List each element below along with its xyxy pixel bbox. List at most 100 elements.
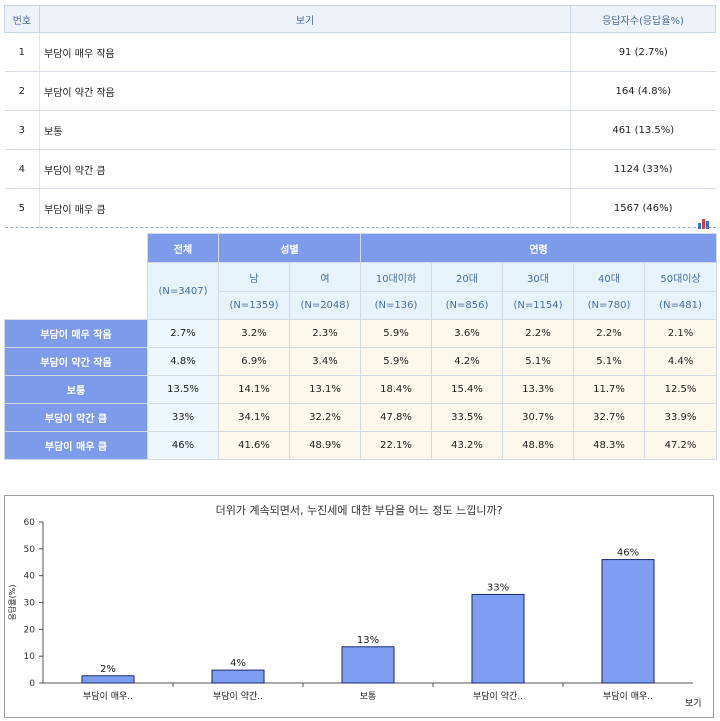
value-cell: 32.7% (573, 403, 645, 432)
column-n: (N=856) (431, 291, 503, 320)
answer-row: 4 부담이 약간 큼 1124 (33%) (4, 149, 716, 189)
value-cell: 22.1% (360, 431, 432, 460)
x-axis-label: 보기 (685, 698, 702, 709)
value-cell: 13.1% (289, 375, 361, 404)
data-label: 13% (357, 635, 379, 646)
value-cell: 47.2% (643, 431, 718, 460)
column-n: (N=780) (573, 291, 645, 320)
answer-table: 번호 보기 응답자수(응답율%) 1 부담이 매우 작음 91 (2.7%) 2 부담이… (4, 5, 716, 228)
value-cell: 2.2% (573, 319, 645, 348)
bar (81, 675, 135, 684)
column-header: 여 (289, 262, 361, 292)
total-cell: 4.8% (147, 347, 219, 376)
value-cell: 33.5% (431, 403, 503, 432)
data-label: 46% (617, 548, 639, 559)
row-label: 부담이 매우 작음 (4, 319, 148, 348)
y-tick-label: 0 (29, 679, 35, 689)
value-cell: 34.1% (218, 403, 290, 432)
column-header: 40대 (573, 262, 645, 292)
column-n: (N=1359) (218, 291, 290, 320)
value-cell: 2.3% (289, 319, 361, 348)
y-tick-label: 30 (24, 599, 36, 609)
crosstab-row: 부담이 매우 큼 46% 41.6% 48.9% 22.1% 43.2% 48.8% 48.3… (4, 431, 718, 460)
value-cell: 41.6% (218, 431, 290, 460)
group-header-gender: 성별 (218, 233, 361, 263)
answer-option: 보통 (39, 110, 571, 150)
value-cell: 2.2% (502, 319, 574, 348)
chart-title: 더위가 계속되면서, 누진세에 대한 부담을 어느 정도 느낍니까? (215, 504, 503, 517)
value-cell: 18.4% (360, 375, 432, 404)
column-header: 10대이하 (360, 262, 432, 292)
chart-panel: 더위가 계속되면서, 누진세에 대한 부담을 어느 정도 느낍니까? 0 10 20… (4, 495, 714, 718)
answer-option: 부담이 매우 큼 (39, 188, 571, 228)
total-header: 전체 (147, 233, 219, 263)
bar (211, 669, 265, 684)
column-header: 30대 (502, 262, 574, 292)
value-cell: 13.3% (502, 375, 574, 404)
corner-blank (4, 233, 148, 320)
row-label: 부담이 매우 큼 (4, 431, 148, 460)
column-n: (N=481) (643, 291, 718, 320)
value-cell: 3.2% (218, 319, 290, 348)
crosstab-row: 부담이 약간 큼 33% 34.1% 32.2% 47.8% 33.5% 30.7% 32.7… (4, 403, 718, 432)
column-header: 20대 (431, 262, 503, 292)
data-label: 2% (100, 664, 116, 675)
value-cell: 47.8% (360, 403, 432, 432)
value-cell: 14.1% (218, 375, 290, 404)
row-label: 보통 (4, 375, 148, 404)
value-cell: 48.3% (573, 431, 645, 460)
value-cell: 11.7% (573, 375, 645, 404)
answer-count: 164 (4.8%) (570, 71, 716, 111)
value-cell: 5.1% (573, 347, 645, 376)
x-tick-label: 부담이 약간.. (473, 690, 523, 702)
y-tick-label: 40 (24, 572, 36, 582)
bar-chart: 0 10 20 30 40 50 60 2% 부담이 매우.. 4% 부담이 약간.. 13% 보통 33… (7, 518, 702, 709)
header-option: 보기 (39, 5, 571, 33)
x-tick-label: 부담이 약간.. (213, 690, 263, 702)
value-cell: 30.7% (502, 403, 574, 432)
answer-row: 3 보통 461 (13.5%) (4, 110, 716, 150)
answer-option: 부담이 약간 큼 (39, 149, 571, 189)
answer-no: 5 (4, 188, 40, 228)
answer-count: 1124 (33%) (570, 149, 716, 189)
data-label: 33% (487, 582, 509, 593)
crosstab-row: 부담이 약간 작음 4.8% 6.9% 3.4% 5.9% 4.2% 5.1% 5.1% 4.4… (4, 347, 718, 376)
value-cell: 12.5% (643, 375, 718, 404)
total-cell: 13.5% (147, 375, 219, 404)
column-n: (N=136) (360, 291, 432, 320)
value-cell: 6.9% (218, 347, 290, 376)
total-n: (N=3407) (147, 262, 219, 320)
answer-no: 2 (4, 71, 40, 111)
bar (471, 593, 525, 684)
value-cell: 4.2% (431, 347, 503, 376)
row-label: 부담이 약간 큼 (4, 403, 148, 432)
bar-chart-icon[interactable] (697, 217, 711, 229)
value-cell: 5.9% (360, 347, 432, 376)
total-cell: 46% (147, 431, 219, 460)
y-tick-label: 10 (24, 652, 36, 662)
y-tick-label: 20 (24, 625, 36, 635)
answer-no: 1 (4, 32, 40, 72)
x-tick-label: 부담이 매우.. (83, 690, 133, 702)
value-cell: 3.4% (289, 347, 361, 376)
y-tick-label: 50 (24, 545, 36, 555)
value-cell: 15.4% (431, 375, 503, 404)
answer-row: 1 부담이 매우 작음 91 (2.7%) (4, 32, 716, 72)
value-cell: 48.9% (289, 431, 361, 460)
total-cell: 2.7% (147, 319, 219, 348)
value-cell: 33.9% (643, 403, 718, 432)
total-cell: 33% (147, 403, 219, 432)
header-no: 번호 (4, 5, 40, 33)
answer-no: 4 (4, 149, 40, 189)
answer-row: 5 부담이 매우 큼 1567 (46%) (4, 188, 716, 228)
answer-option: 부담이 매우 작음 (39, 32, 571, 72)
column-n: (N=2048) (289, 291, 361, 320)
answer-count: 1567 (46%) (570, 188, 716, 228)
answer-count: 461 (13.5%) (570, 110, 716, 150)
header-count: 응답자수(응답율%) (570, 5, 716, 33)
value-cell: 43.2% (431, 431, 503, 460)
y-tick-label: 60 (24, 518, 36, 528)
group-header-age: 연령 (359, 233, 718, 263)
answer-count: 91 (2.7%) (570, 32, 716, 72)
value-cell: 5.1% (502, 347, 574, 376)
